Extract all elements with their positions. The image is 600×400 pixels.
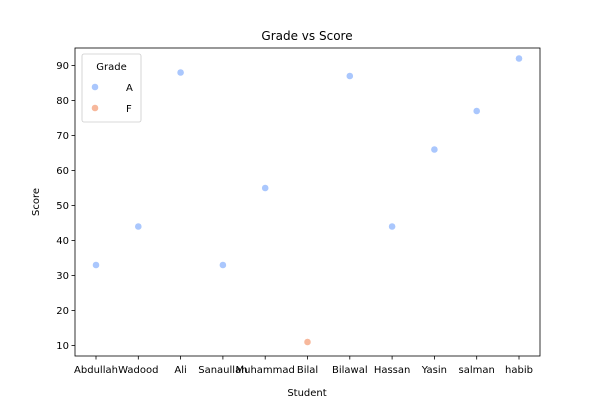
x-tick-label: Muhammad xyxy=(236,365,295,376)
data-point xyxy=(176,68,185,77)
y-tick-label: 70 xyxy=(56,131,69,142)
data-point xyxy=(134,222,143,231)
data-point xyxy=(388,222,396,231)
y-tick-label: 50 xyxy=(56,201,69,212)
x-axis-label: Student xyxy=(287,388,326,399)
x-tick-label: Bilal xyxy=(297,365,318,376)
legend-marker-A xyxy=(91,83,99,91)
x-tick-label: habib xyxy=(505,365,533,376)
data-point xyxy=(345,72,354,80)
x-tick-label: salman xyxy=(459,365,495,376)
x-tick-label: Abdullah xyxy=(74,365,118,376)
plot-frame xyxy=(74,47,541,357)
y-tick-label: 60 xyxy=(56,166,69,177)
data-point xyxy=(430,145,439,154)
data-point xyxy=(261,184,270,192)
y-axis-label: Score xyxy=(31,188,42,216)
x-tick-label: Sanaullah xyxy=(198,365,247,376)
chart-title: Grade vs Score xyxy=(261,29,352,43)
legend-label-F: F xyxy=(126,104,132,115)
y-tick-label: 20 xyxy=(56,306,69,317)
x-tick-label: Bilawal xyxy=(332,365,368,376)
x-tick-label: Wadood xyxy=(118,365,158,376)
y-tick-label: 90 xyxy=(56,61,69,72)
data-point xyxy=(303,338,312,346)
legend-marker-F xyxy=(91,104,99,112)
x-tick-label: Hassan xyxy=(374,365,411,376)
y-tick-label: 10 xyxy=(56,341,69,352)
data-point xyxy=(92,261,100,269)
legend-label-A: A xyxy=(126,83,133,94)
legend-title: Grade xyxy=(96,62,127,73)
y-tick-label: 80 xyxy=(56,96,69,107)
legend: Grade AF xyxy=(81,53,142,123)
plot-area: 10 20 30 40 50 60 70 80 90 Abdullah Wadood Ali Sanau… xyxy=(56,47,541,376)
y-tick-label: 40 xyxy=(56,236,69,247)
y-tick-label: 30 xyxy=(56,271,69,282)
data-point xyxy=(472,107,481,115)
data-point xyxy=(218,261,227,269)
x-tick-label: Ali xyxy=(174,365,186,376)
x-tick-label: Yasin xyxy=(421,365,447,376)
data-point xyxy=(515,54,523,63)
